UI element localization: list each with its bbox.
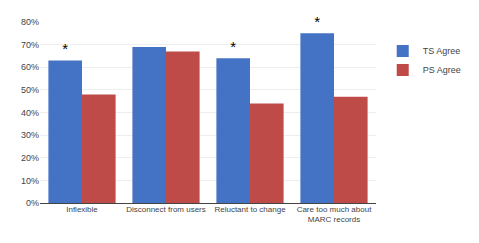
svg-text:40%: 40% (21, 108, 39, 118)
svg-text:10%: 10% (21, 176, 39, 186)
svg-text:Disconnect from users: Disconnect from users (126, 205, 206, 214)
svg-text:TS Agree: TS Agree (423, 46, 461, 56)
svg-text:Care too much aboutMARC record: Care too much aboutMARC records (297, 205, 372, 224)
svg-text:*: * (62, 40, 68, 57)
svg-text:30%: 30% (21, 130, 39, 140)
svg-text:80%: 80% (21, 17, 39, 27)
svg-text:Inflexible: Inflexible (66, 205, 98, 214)
svg-text:*: * (314, 13, 320, 30)
svg-text:*: * (230, 38, 236, 55)
svg-text:Reluctant to change: Reluctant to change (214, 205, 286, 214)
svg-text:50%: 50% (21, 85, 39, 95)
svg-text:PS Agree: PS Agree (423, 65, 461, 75)
svg-text:60%: 60% (21, 62, 39, 72)
svg-text:20%: 20% (21, 153, 39, 163)
svg-text:70%: 70% (21, 40, 39, 50)
svg-text:0%: 0% (26, 198, 39, 208)
